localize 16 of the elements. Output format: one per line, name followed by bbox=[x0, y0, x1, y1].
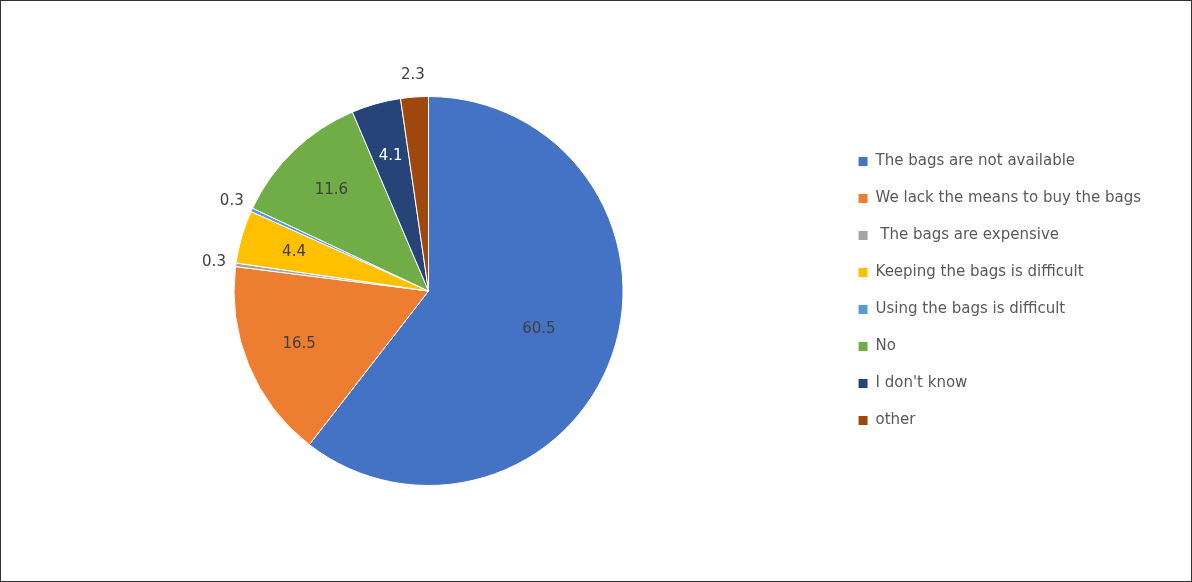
legend-label: No bbox=[875, 336, 896, 355]
data-label: 0.3 bbox=[202, 251, 226, 270]
legend-label: I don't know bbox=[875, 373, 968, 392]
legend-label: We lack the means to buy the bags bbox=[875, 188, 1142, 207]
legend-label: Using the bags is difficult bbox=[875, 299, 1066, 318]
data-label: 60.5 bbox=[522, 318, 556, 337]
legend-label: other bbox=[875, 410, 917, 429]
data-label: 4.1 bbox=[378, 146, 403, 165]
legend-label: The bags are not available bbox=[874, 151, 1076, 170]
data-label: 11.6 bbox=[314, 180, 349, 199]
data-label: 2.3 bbox=[400, 64, 425, 83]
legend-label: The bags are expensive bbox=[875, 225, 1060, 244]
legend-label: Keeping the bags is difficult bbox=[875, 262, 1084, 281]
data-label: 0.3 bbox=[219, 190, 244, 209]
data-label: 4.4 bbox=[282, 241, 306, 260]
data-label: 16.5 bbox=[282, 334, 316, 353]
